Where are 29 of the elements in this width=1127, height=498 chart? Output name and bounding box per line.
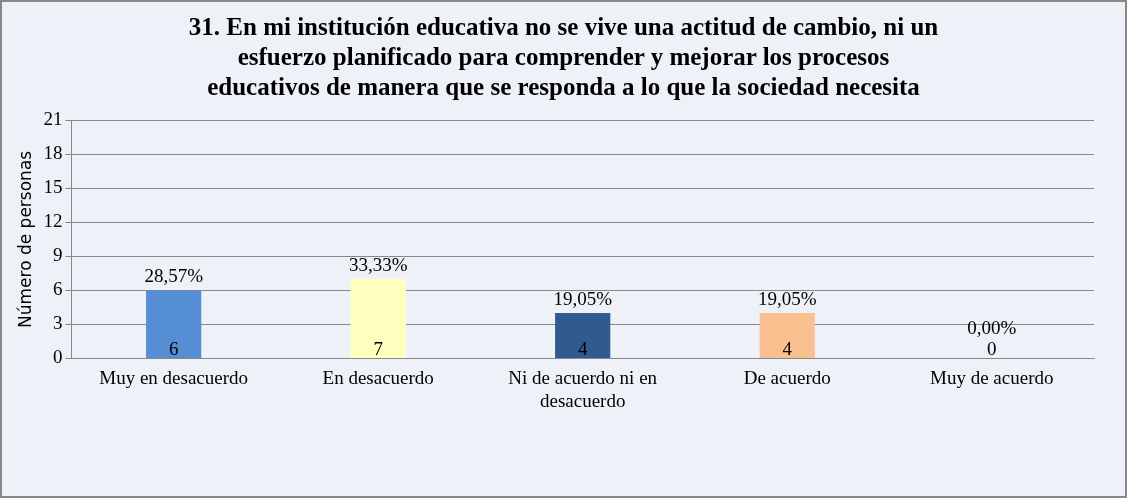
- annotation: 19,05%: [757, 287, 817, 309]
- bar: [350, 279, 406, 358]
- data-label: 6: [168, 337, 179, 359]
- x-tick-label: De acuerdo: [743, 366, 831, 388]
- bar: [146, 290, 202, 358]
- y-tick-label: 0: [52, 346, 63, 368]
- annotation: 19,05%: [553, 287, 613, 309]
- y-tick-label: 12: [43, 210, 63, 232]
- x-tick-label: Muy en desacuerdo: [99, 366, 249, 388]
- annotation: 0,00%: [967, 316, 1017, 338]
- x-tick-label: Ni de acuerdo ni en desacuerdo: [508, 366, 658, 411]
- data-label: 7: [373, 337, 383, 359]
- y-tick-label: 3: [52, 312, 63, 334]
- y-axis-title: Número de personas: [14, 150, 35, 328]
- y-tick-label: 21: [43, 108, 63, 130]
- annotation: 28,57%: [144, 264, 204, 286]
- y-tick-label: 9: [52, 244, 63, 266]
- y-tick-label: 18: [43, 142, 63, 164]
- x-tick-label: Muy de acuerdo: [930, 366, 1054, 388]
- data-label: 4: [577, 337, 588, 359]
- x-tick-label: En desacuerdo: [322, 366, 434, 388]
- bar: [555, 313, 611, 358]
- chart-title: 31. En mi institución educativa no se vive una actitud de cambio, ni un esfuerzo planificado para comprender y mejorar los procesos educativos de manera que se responda a lo que la sociedad necesita: [187, 12, 940, 102]
- annotation: 33,33%: [348, 253, 408, 275]
- y-tick-label: 6: [52, 278, 63, 300]
- bar: [759, 313, 815, 358]
- data-label: 4: [782, 337, 793, 359]
- data-label: 0: [986, 337, 997, 359]
- y-tick-label: 15: [43, 176, 63, 198]
